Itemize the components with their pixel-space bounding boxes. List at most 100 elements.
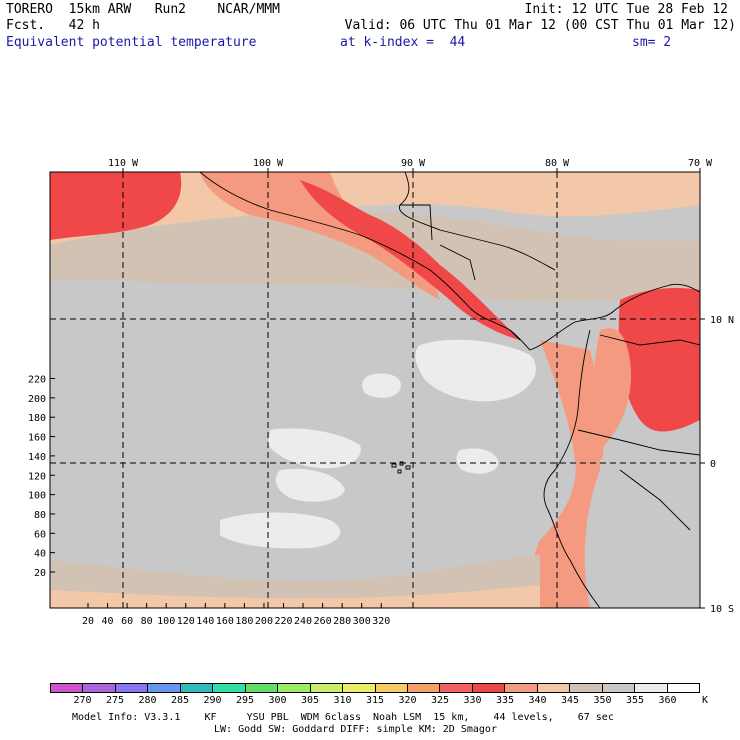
colorbar-label: 275 bbox=[105, 695, 125, 706]
colorbar-label: 290 bbox=[203, 695, 222, 706]
colorbar-label: 330 bbox=[463, 695, 482, 706]
colorbar-label: 360 bbox=[658, 695, 677, 706]
x-tick-label: 300 bbox=[353, 616, 371, 627]
colorbar-label: 350 bbox=[593, 695, 612, 706]
colorbar-swatch bbox=[667, 684, 700, 692]
colorbar-label: 280 bbox=[138, 695, 157, 706]
field-name: Equivalent potential temperature bbox=[6, 35, 257, 50]
x-tick-label: 240 bbox=[294, 616, 312, 627]
lon-label: 90 W bbox=[401, 158, 426, 169]
coastline-gulf bbox=[399, 172, 556, 271]
colorbar-swatch bbox=[472, 684, 506, 692]
northwest-warm-patch bbox=[50, 172, 182, 240]
andes-warm-salmon bbox=[592, 328, 631, 450]
header-forecast-hour: Fcst. 42 h bbox=[6, 18, 100, 33]
map-frame bbox=[49, 171, 701, 609]
colorbar-swatch bbox=[440, 684, 473, 692]
national-borders bbox=[400, 204, 700, 531]
lon-label: 100 W bbox=[253, 158, 284, 169]
footer-physics-info: LW: Godd SW: Goddard DIFF: simple KM: 2D… bbox=[214, 724, 497, 735]
cool-patch-4 bbox=[275, 468, 345, 502]
colorbar-swatch bbox=[245, 684, 279, 692]
colorbar-swatch bbox=[51, 684, 84, 692]
colorbar-swatch bbox=[310, 684, 344, 692]
y-tick-label: 140 bbox=[28, 452, 46, 463]
x-tick-label: 280 bbox=[333, 616, 351, 627]
south-tan-band bbox=[50, 555, 540, 608]
field-shading bbox=[50, 172, 700, 608]
colorbar-swatch bbox=[213, 684, 246, 692]
y-tick-label: 120 bbox=[28, 471, 46, 482]
x-tick-label: 180 bbox=[235, 616, 253, 627]
colorbar-swatch bbox=[180, 684, 214, 692]
header-init-time: Init: 12 UTC Tue 28 Feb 12 bbox=[524, 2, 729, 17]
colorbar-swatch bbox=[115, 684, 149, 692]
colorbar-swatch bbox=[602, 684, 636, 692]
colorbar bbox=[50, 683, 700, 693]
colorbar-swatch bbox=[635, 684, 668, 692]
colorbar-swatch bbox=[375, 684, 408, 692]
y-tick-label: 220 bbox=[28, 375, 46, 386]
colorbar-swatch bbox=[343, 684, 376, 692]
colorbar-label: 325 bbox=[430, 695, 450, 706]
cool-patch-1 bbox=[415, 339, 536, 402]
x-tick-label: 260 bbox=[314, 616, 332, 627]
y-tick-label: 100 bbox=[28, 491, 46, 502]
y-tick-label: 40 bbox=[34, 549, 46, 560]
y-axis-ticks: 20 40 60 80 100 120 140 160 180 200 220 bbox=[28, 375, 55, 579]
x-tick-label: 140 bbox=[196, 616, 214, 627]
y-tick-label: 80 bbox=[34, 510, 46, 521]
x-tick-label: 220 bbox=[274, 616, 292, 627]
colorbar-swatch bbox=[83, 684, 116, 692]
x-tick-label: 60 bbox=[121, 616, 133, 627]
x-tick-label: 160 bbox=[216, 616, 234, 627]
top-lon-labels: 110 W 100 W 90 W 80 W 70 W bbox=[108, 158, 713, 172]
smoothing-value: sm= 2 bbox=[632, 35, 672, 50]
x-axis-ticks: 20 40 60 80 100 120 140 160 180 200 220 240 260 280 30… bbox=[82, 603, 390, 627]
colorbar-label: 315 bbox=[365, 695, 385, 706]
y-tick-label: 160 bbox=[28, 433, 46, 444]
x-tick-label: 80 bbox=[141, 616, 153, 627]
x-tick-label: 200 bbox=[255, 616, 273, 627]
lon-label: 80 W bbox=[545, 158, 570, 169]
cool-patch-5 bbox=[220, 512, 341, 549]
colorbar-label: 320 bbox=[398, 695, 417, 706]
south-warm-band bbox=[50, 585, 540, 608]
central-america-red bbox=[300, 180, 520, 340]
colorbar-label: 355 bbox=[625, 695, 645, 706]
colorbar-label: 295 bbox=[235, 695, 255, 706]
x-tick-label: 40 bbox=[102, 616, 114, 627]
colorbar-swatch bbox=[407, 684, 441, 692]
footer-model-info: Model Info: V3.3.1 KF YSU PBL WDM 6class… bbox=[72, 712, 614, 723]
andes-warm-red bbox=[618, 288, 700, 432]
x-tick-label: 120 bbox=[177, 616, 195, 627]
colorbar-swatch bbox=[570, 684, 603, 692]
x-tick-label: 20 bbox=[82, 616, 94, 627]
lon-label: 70 W bbox=[688, 158, 713, 169]
coastlines bbox=[199, 172, 700, 608]
mexico-coast-warm bbox=[200, 172, 440, 300]
coastline-ecuador-peru bbox=[543, 329, 601, 608]
colorbar-label: 340 bbox=[528, 695, 547, 706]
lat-label: 10 N bbox=[710, 315, 734, 326]
y-tick-label: 20 bbox=[34, 568, 46, 579]
header-valid-time: Valid: 06 UTC Thu 01 Mar 12 (00 CST Thu … bbox=[344, 18, 736, 33]
colorbar-swatch bbox=[278, 684, 311, 692]
colorbar-label: 305 bbox=[300, 695, 320, 706]
colorbar-unit: K bbox=[701, 695, 709, 706]
lat-label: 10 S bbox=[710, 604, 734, 615]
colorbar-label: 335 bbox=[495, 695, 515, 706]
galapagos-islands bbox=[391, 461, 411, 474]
y-tick-label: 180 bbox=[28, 413, 46, 424]
coastline-colombia bbox=[529, 283, 700, 351]
level-index: at k-index = 44 bbox=[340, 35, 466, 50]
cool-patch-2 bbox=[362, 373, 401, 398]
colorbar-label: 310 bbox=[333, 695, 352, 706]
colorbar-label: 270 bbox=[73, 695, 92, 706]
colorbar-swatch bbox=[537, 684, 571, 692]
lon-label: 110 W bbox=[108, 158, 139, 169]
y-tick-label: 200 bbox=[28, 394, 46, 405]
y-tick-label: 60 bbox=[34, 529, 46, 540]
x-tick-label: 320 bbox=[372, 616, 390, 627]
